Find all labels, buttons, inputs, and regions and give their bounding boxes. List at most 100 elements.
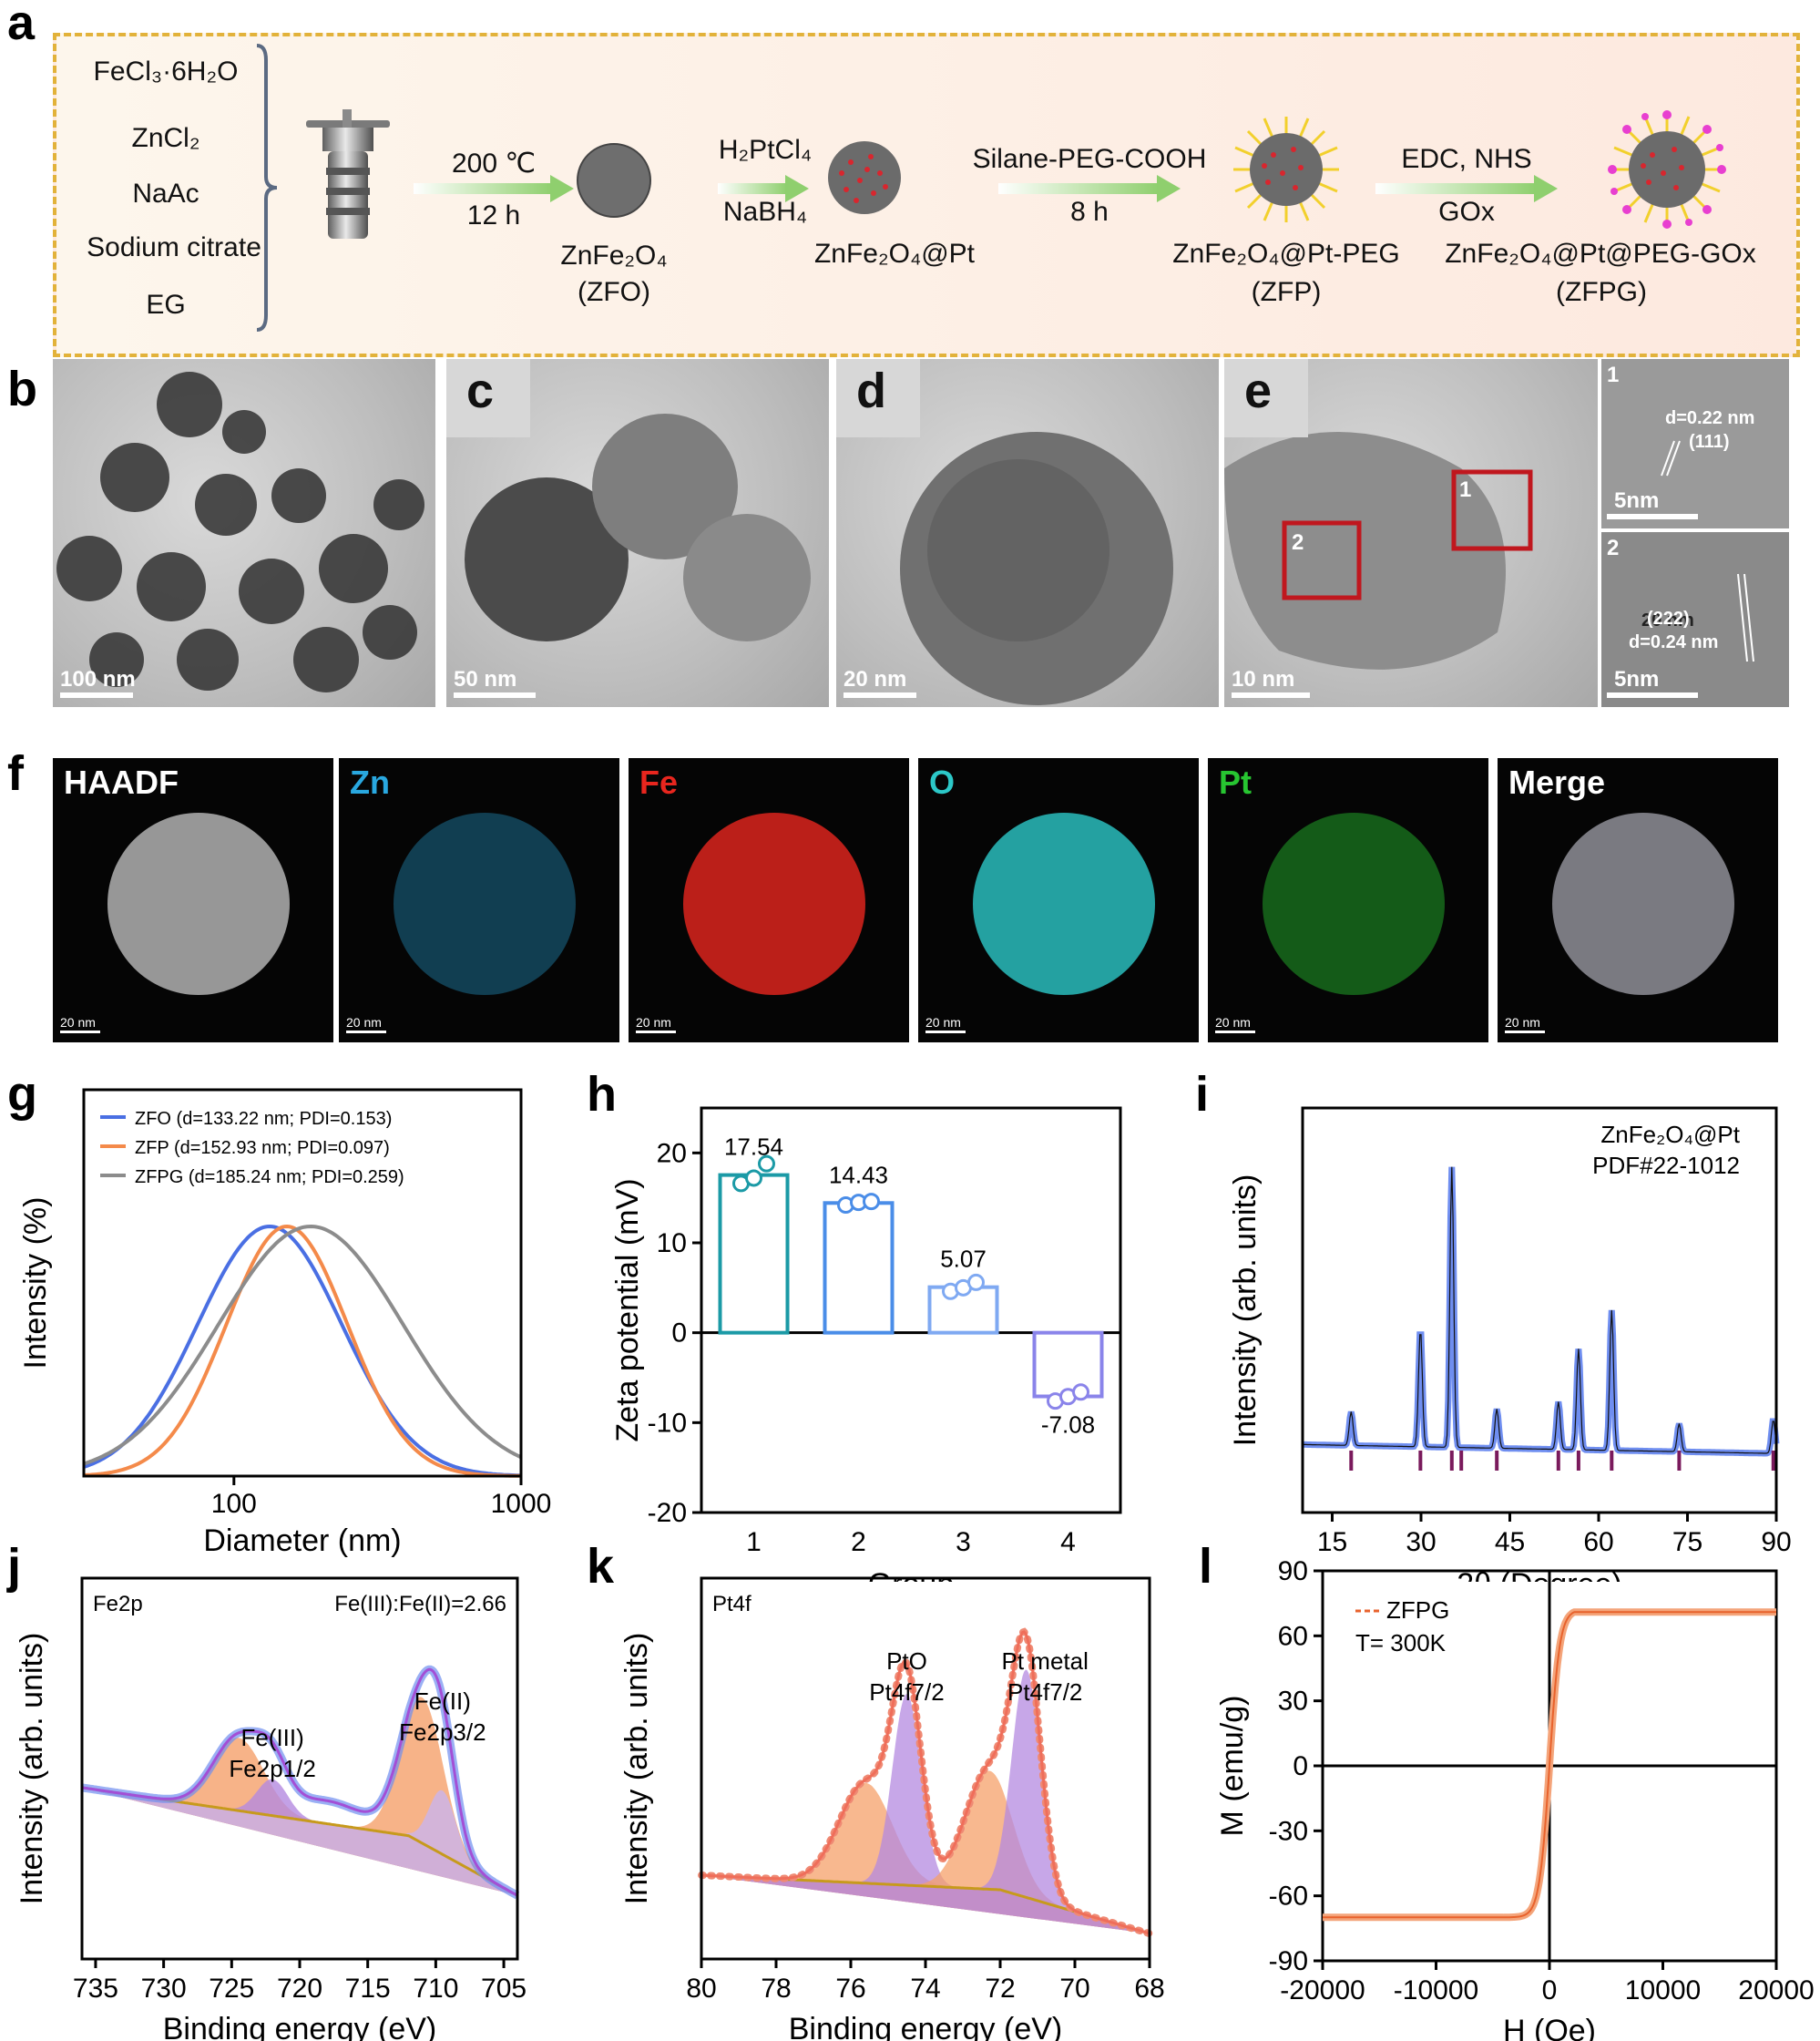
chart-k-xps-pt: 80 78 76 74 72 70 68 Pt4f PtO Pt4f7/2 Pt metal Pt4f… — [619, 1576, 1165, 2041]
value-label-1: 17.54 — [724, 1133, 783, 1161]
value-label-4: -7.08 — [1041, 1411, 1095, 1439]
eds-scalebar — [1505, 1031, 1545, 1033]
x-tick-label-k-6: 68 — [1134, 1974, 1164, 2004]
inset2-d: d=0.24 nm — [1629, 632, 1719, 652]
eds-scalebar — [636, 1031, 676, 1033]
panel-label-c: c — [466, 364, 495, 418]
title-j: Fe2p — [93, 1592, 143, 1616]
eds-panel-merge: Merge 20 nm — [1498, 758, 1778, 1042]
reagent-5: EG — [146, 290, 186, 320]
replicate-point — [967, 1273, 985, 1291]
hrtem-inset-2: 2 20 nm (222) d=0.24 nm 5nm — [1601, 532, 1789, 707]
eds-label-merge: Merge — [1508, 764, 1606, 801]
step3-reagent: Silane-PEG-COOH — [972, 144, 1207, 174]
x-tick-label-l-4: 20000 — [1738, 1975, 1814, 2005]
x-tick-label-k-4: 72 — [985, 1974, 1015, 2004]
scale-b: 100 nm — [60, 667, 136, 692]
step4-reagent2: GOx — [1438, 197, 1495, 227]
eds-label-o: O — [929, 764, 956, 801]
tem-image-e: e 2 1 10 nm — [1224, 359, 1598, 707]
x-tick-label-l-1: -10000 — [1394, 1975, 1478, 2005]
y-tick-label-l-0: 90 — [1278, 1558, 1308, 1586]
box-label-1: 1 — [1459, 477, 1472, 502]
legend-entry-l-0: ZFPG — [1386, 1596, 1449, 1624]
bar-1 — [718, 1173, 790, 1335]
inset2-num: 2 — [1607, 536, 1620, 560]
zfp-particle-icon — [1233, 117, 1339, 222]
xrd-pattern — [1303, 1166, 1780, 1457]
x-tick-label-j-3: 720 — [277, 1974, 322, 2004]
chart-l-vsm: -20000 -10000 0 10000 20000 90 60 30 0 -30 -60 -90 Z… — [1215, 1558, 1815, 2041]
y-tick-label-h-3: 10 — [657, 1228, 687, 1258]
panel-label-a: a — [7, 0, 36, 50]
step3-time: 8 h — [1070, 197, 1109, 227]
legend-entry-l-1: T= 300K — [1355, 1629, 1447, 1656]
scale-c: 50 nm — [454, 667, 517, 692]
y-axis-label-l: M (emu/g) — [1215, 1696, 1250, 1837]
xps-fit-pt — [700, 1630, 1150, 1935]
x-tick-label-i-4: 75 — [1672, 1527, 1702, 1557]
x-tick-label-i-0: 15 — [1317, 1527, 1347, 1557]
y-tick-label-l-3: 0 — [1293, 1751, 1308, 1781]
xps-component-fe-3 — [82, 1787, 517, 1896]
zfpg-particle-icon — [1608, 110, 1726, 229]
tem-image-c: c 50 nm — [446, 359, 829, 707]
zfo-pt-name: ZnFe₂O₄@Pt — [813, 239, 976, 269]
step2-reagent1: H₂PtCl₄ — [718, 135, 813, 165]
x-tick-label-g-0: 100 — [211, 1489, 257, 1519]
x-axis-label-k: Binding energy (eV) — [789, 2012, 1063, 2041]
reagent-2: ZnCl₂ — [131, 123, 200, 153]
x-tick-label-h-1: 2 — [851, 1527, 866, 1557]
y-tick-label-l-5: -60 — [1269, 1882, 1308, 1912]
panel-label-b: b — [7, 362, 37, 416]
x-axis-label-g: Diameter (nm) — [203, 1523, 401, 1558]
y-tick-label-h-4: 20 — [657, 1138, 687, 1168]
inset1-scale: 5nm — [1614, 488, 1660, 513]
annot-k-2: Pt metal — [1002, 1647, 1089, 1675]
autoclave-icon — [306, 109, 390, 239]
eds-panel-zn: Zn 20 nm — [339, 758, 619, 1042]
x-tick-label-h-0: 1 — [746, 1527, 762, 1557]
eds-scale-label: 20 nm — [925, 1015, 961, 1030]
panel-label-k: k — [587, 1539, 615, 1594]
value-label-2: 14.43 — [829, 1161, 888, 1188]
eds-scalebar — [925, 1031, 966, 1033]
eds-scale-label: 20 nm — [636, 1015, 671, 1030]
plot-frame-g — [82, 1088, 523, 1478]
x-tick-label-g-1: 1000 — [491, 1489, 552, 1519]
inset2-plane: (222) — [1647, 609, 1690, 629]
annot-j-0: Fe(III) — [240, 1724, 303, 1751]
eds-scale-label: 20 nm — [346, 1015, 382, 1030]
x-tick-label-k-5: 70 — [1059, 1974, 1089, 2004]
y-axis-label-g: Intensity (%) — [18, 1197, 53, 1369]
value-label-3: 5.07 — [940, 1246, 987, 1273]
dls-curve-1 — [83, 1224, 521, 1478]
hrtem-inset-1: 1 d=0.22 nm (111) 5nm — [1601, 359, 1789, 528]
plot-frame-h — [700, 1106, 1122, 1514]
replicate-point — [758, 1154, 775, 1173]
x-tick-label-k-0: 80 — [686, 1974, 716, 2004]
x-tick-label-j-6: 705 — [481, 1974, 527, 2004]
dls-curve-0 — [83, 1224, 522, 1478]
tem-image-b: 100 nm — [53, 359, 435, 707]
panel-label-f: f — [7, 746, 24, 801]
x-tick-label-i-5: 90 — [1761, 1527, 1791, 1557]
reagent-1: FeCl₃·6H₂O — [93, 56, 239, 87]
panel-label-e: e — [1244, 364, 1273, 418]
zfpg-abbr: (ZFPG) — [1556, 277, 1647, 307]
x-axis-label-j: Binding energy (eV) — [163, 2012, 437, 2041]
chart-g-dls: ZFO (d=133.22 nm; PDI=0.153) ZFP (d=152.9… — [18, 1088, 552, 1558]
replicate-point — [1072, 1383, 1089, 1401]
annotation-i-0: ZnFe₂O₄@Pt — [1600, 1121, 1740, 1148]
step2-arrow — [718, 175, 809, 202]
xps-fit-fe — [81, 1667, 518, 1897]
y-tick-label-l-1: 60 — [1278, 1621, 1308, 1651]
replicate-point — [863, 1193, 880, 1211]
hysteresis-loop-line — [1323, 1611, 1776, 1919]
dls-curve-2 — [83, 1224, 522, 1466]
x-tick-label-j-4: 715 — [345, 1974, 391, 2004]
title-k: Pt4f — [712, 1592, 752, 1616]
chart-h-zeta: -20-100102017.54114.4325.073-7.084GroupZ… — [610, 1106, 1122, 1582]
eds-label-haadf: HAADF — [64, 764, 179, 801]
x-tick-label-k-1: 78 — [761, 1974, 791, 2004]
